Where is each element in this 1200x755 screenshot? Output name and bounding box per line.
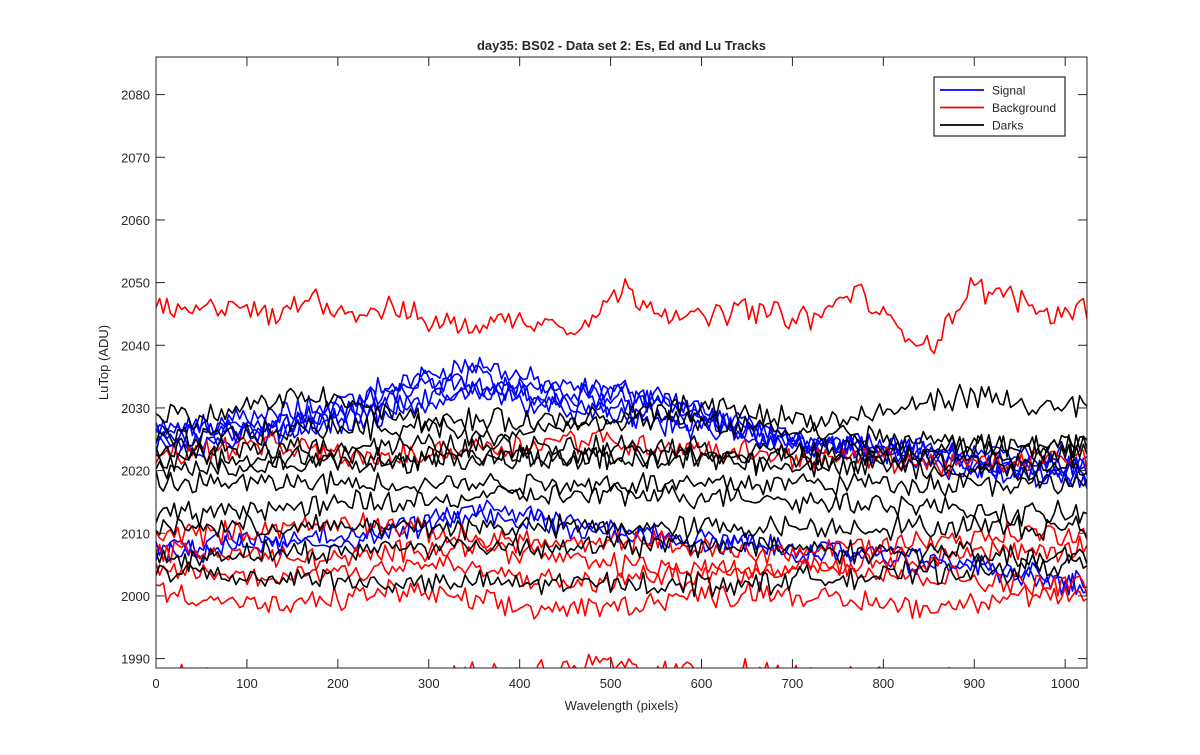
x-tick-label: 400	[509, 676, 531, 691]
series-line-darks-20	[156, 482, 1087, 528]
legend-label-darks: Darks	[992, 119, 1023, 133]
series-line-darks-15	[156, 406, 1087, 459]
series-line-background-10	[156, 535, 1087, 584]
legend: Signal Background Darks	[933, 76, 1066, 137]
series-line-background-13	[156, 653, 1066, 668]
y-axis-label: LuTop (ADU)	[96, 325, 111, 400]
series-line-darks-22	[156, 533, 1087, 573]
series-line-background-7	[156, 276, 1087, 355]
y-tick-label: 2010	[121, 526, 150, 541]
chart-title: day35: BS02 - Data set 2: Es, Ed and Lu …	[477, 38, 766, 53]
x-tick-label: 0	[152, 676, 159, 691]
x-tick-label: 800	[872, 676, 894, 691]
x-tick-label: 200	[327, 676, 349, 691]
y-tick-label: 2000	[121, 589, 150, 604]
series-layer	[156, 276, 1087, 668]
x-tick-label: 500	[600, 676, 622, 691]
series-line-darks-17	[156, 443, 1087, 473]
series-line-darks-19	[156, 470, 1087, 497]
series-line-darks-14	[156, 383, 1087, 447]
y-tick-label: 2060	[121, 213, 150, 228]
x-tick-label: 1000	[1051, 676, 1080, 691]
series-line-darks-18	[156, 444, 1087, 481]
series-line-signal-1	[156, 364, 1087, 476]
x-tick-label: 700	[782, 676, 804, 691]
y-tick-label: 2040	[121, 338, 150, 353]
x-tick-label: 300	[418, 676, 440, 691]
y-tick-label: 2070	[121, 150, 150, 165]
x-tick-label: 600	[691, 676, 713, 691]
series-line-background-11	[156, 578, 1087, 620]
x-axis-label: Wavelength (pixels)	[565, 698, 679, 713]
y-tick-label: 2050	[121, 276, 150, 291]
y-tick-label: 2080	[121, 88, 150, 103]
series-line-darks-21	[156, 513, 1087, 542]
series-line-darks-16	[156, 433, 1087, 466]
x-tick-label: 100	[236, 676, 258, 691]
ticks-layer: 0 100 200 300 400 500 600 700 800 900 1000 1990 2000…	[121, 57, 1087, 691]
legend-label-signal: Signal	[992, 84, 1025, 98]
y-tick-label: 1990	[121, 652, 150, 667]
x-tick-label: 900	[963, 676, 985, 691]
y-tick-label: 2030	[121, 401, 150, 416]
series-line-background-12	[156, 554, 1087, 597]
legend-label-background: Background	[992, 101, 1056, 115]
series-line-signal-3	[156, 369, 1087, 479]
axes-box	[155, 56, 1088, 669]
series-line-darks-23	[156, 553, 1087, 598]
series-line-signal-6	[156, 503, 1087, 592]
legend-box	[933, 76, 1066, 137]
y-tick-label: 2020	[121, 464, 150, 479]
